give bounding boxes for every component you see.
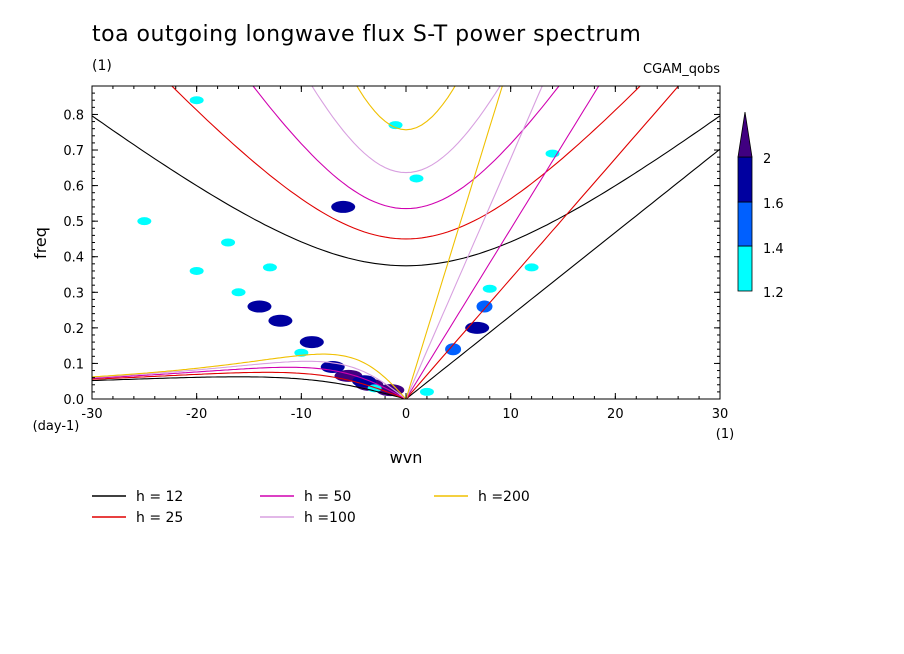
power-region xyxy=(189,266,204,275)
power-region xyxy=(189,96,204,105)
power-region xyxy=(409,174,424,183)
colorbar-label: 2 xyxy=(763,152,771,167)
power-region xyxy=(331,200,356,213)
axis-ticks: -30 -20 -10 0 10 20 30 0.0 0.1 0.2 0.3 0.4 0.5 0.6 0.7… xyxy=(63,86,728,422)
y-tick-label: 0.1 xyxy=(63,357,84,372)
legend: h = 12 h = 25 h = 50 h =100 h =200 xyxy=(92,489,530,526)
y-tick-label: 0.5 xyxy=(63,215,84,230)
dispersion-curve-h100-kelvin xyxy=(405,86,543,399)
y-unit-label: (day-1) xyxy=(33,419,80,434)
power-region xyxy=(262,263,277,272)
dataset-tag: CGAM_qobs xyxy=(643,62,720,77)
power-region xyxy=(465,321,490,334)
y-tick-label: 0.4 xyxy=(63,251,84,266)
dispersion-curve-h50-rossby xyxy=(92,366,407,399)
x-tick-label: 10 xyxy=(502,407,519,422)
dispersion-curve-h12-rossby xyxy=(92,376,407,399)
x-tick-label: -30 xyxy=(81,407,102,422)
colorbar-arrow xyxy=(737,111,753,158)
power-region xyxy=(388,121,403,130)
dispersion-curve-h12-kelvin xyxy=(405,148,720,399)
dispersion-curve-h25-gravity xyxy=(171,86,641,240)
dispersion-curve-h200-rossby xyxy=(92,353,407,399)
plot-frame xyxy=(91,85,721,400)
colorbar: 1.2 1.4 1.6 2 xyxy=(737,111,784,301)
power-region xyxy=(352,375,377,388)
dispersion-curve-h12-gravity xyxy=(92,115,720,267)
dispersion-curves xyxy=(92,86,720,399)
colorbar-label: 1.2 xyxy=(763,286,784,301)
dispersion-curve-h25-rossby xyxy=(92,371,407,399)
dispersion-curve-h25-kelvin xyxy=(405,86,680,399)
chart-subtitle: (1) xyxy=(92,58,112,74)
colorbar-box xyxy=(737,156,753,203)
y-tick-label: 0.0 xyxy=(63,393,84,408)
power-region xyxy=(419,387,434,396)
power-region xyxy=(524,263,539,272)
legend-label: h =200 xyxy=(478,489,530,505)
x-unit-label: (1) xyxy=(716,427,734,442)
y-tick-label: 0.2 xyxy=(63,322,84,337)
power-region xyxy=(482,284,497,293)
dispersion-curve-h200-kelvin xyxy=(405,86,503,399)
x-tick-label: 20 xyxy=(607,407,624,422)
chart-title: toa outgoing longwave flux S-T power spe… xyxy=(92,22,642,47)
legend-label: h = 12 xyxy=(136,489,183,505)
legend-label: h = 25 xyxy=(136,510,183,526)
colorbar-label: 1.6 xyxy=(763,197,784,212)
power-region xyxy=(299,336,324,349)
colorbar-label: 1.4 xyxy=(763,242,784,257)
y-tick-label: 0.8 xyxy=(63,108,84,123)
y-tick-label: 0.7 xyxy=(63,144,84,159)
legend-label: h =100 xyxy=(304,510,356,526)
x-tick-label: -20 xyxy=(186,407,207,422)
x-tick-label: 30 xyxy=(712,407,729,422)
dispersion-curve-h100-gravity xyxy=(311,86,501,174)
power-contours xyxy=(137,96,560,397)
x-tick-label: -10 xyxy=(291,407,312,422)
x-axis-label: wvn xyxy=(390,448,423,467)
dispersion-curve-h200-gravity xyxy=(356,86,456,131)
power-region xyxy=(221,238,236,247)
power-region xyxy=(445,343,462,356)
power-region xyxy=(231,288,246,297)
power-region xyxy=(268,314,293,327)
legend-label: h = 50 xyxy=(304,489,351,505)
colorbar-box xyxy=(737,201,753,247)
power-region xyxy=(247,300,272,313)
dispersion-curve-h100-rossby xyxy=(92,360,407,399)
y-axis-label: freq xyxy=(31,227,50,259)
dispersion-curve-h50-kelvin xyxy=(405,86,600,399)
dispersion-curve-h50-gravity xyxy=(252,86,560,210)
colorbar-box xyxy=(737,245,753,292)
y-tick-label: 0.3 xyxy=(63,286,84,301)
power-region xyxy=(137,217,152,226)
x-tick-label: 0 xyxy=(402,407,410,422)
y-tick-label: 0.6 xyxy=(63,180,84,195)
